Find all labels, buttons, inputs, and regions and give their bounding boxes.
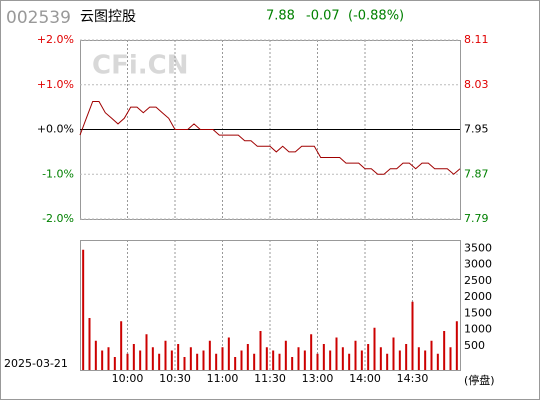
volume-bar: [208, 340, 211, 370]
volume-bar: [449, 347, 452, 370]
volume-bar: [202, 350, 205, 370]
volume-bar: [373, 327, 376, 370]
y-tick-label: 2500: [464, 274, 492, 287]
y-tick-label: 3000: [464, 258, 492, 271]
volume-bar: [88, 318, 91, 370]
volume-bar: [436, 353, 439, 370]
volume-bar: [278, 353, 281, 370]
volume-bar: [189, 347, 192, 370]
volume-bar: [341, 347, 344, 370]
y-tick-label: -1.0%: [42, 167, 74, 180]
volume-bar: [227, 337, 230, 370]
volume-bar: [411, 301, 414, 370]
volume-bar: [82, 249, 85, 370]
volume-bar: [379, 347, 382, 370]
y-tick-label: 2000: [464, 290, 492, 303]
y-tick-label: 7.79: [464, 212, 489, 225]
x-tick-label: 14:00: [349, 372, 381, 385]
volume-bar: [132, 344, 135, 370]
volume-bar: [215, 353, 218, 370]
volume-bar: [335, 337, 338, 370]
volume-bar: [284, 340, 287, 370]
y-tick-label: 1500: [464, 306, 492, 319]
y-tick-label: 8.03: [464, 78, 489, 91]
volume-bar: [386, 353, 389, 370]
change: -0.07: [306, 9, 340, 24]
change-pct: (-0.88%): [348, 9, 404, 24]
volume-bar: [430, 340, 433, 370]
y-tick-label: +2.0%: [37, 33, 74, 46]
volume-bar: [170, 350, 173, 370]
volume-bar: [259, 331, 262, 370]
volume-bar: [107, 347, 110, 370]
volume-bar: [240, 350, 243, 370]
stock-code: 002539: [6, 8, 71, 28]
stock-name: 云图控股: [80, 9, 136, 25]
watermark: CFi.CN: [92, 51, 188, 81]
y-tick-label: 8.11: [464, 33, 489, 46]
x-tick-label: 14:30: [397, 372, 429, 385]
volume-bar: [455, 321, 458, 370]
x-tick-label: 11:30: [254, 372, 286, 385]
volume-bar: [398, 350, 401, 370]
volume-bar: [151, 347, 154, 370]
volume-bar: [221, 347, 224, 370]
volume-bar: [139, 350, 142, 370]
volume-bar: [291, 357, 294, 370]
price: 7.88: [266, 9, 295, 24]
y-tick-label: 1000: [464, 323, 492, 336]
volume-bar: [297, 347, 300, 370]
date: 2025-03-21: [4, 357, 68, 370]
volume-bar: [158, 353, 161, 370]
volume-bar: [443, 331, 446, 370]
volume-bar: [272, 350, 275, 370]
volume-bar: [120, 321, 123, 370]
y-tick-label: 7.87: [464, 167, 489, 180]
volume-bar: [316, 353, 319, 370]
volume-bar: [417, 347, 420, 370]
volume-bar: [183, 357, 186, 370]
status: (停盘): [464, 373, 495, 387]
y-tick-label: 500: [464, 339, 485, 352]
y-tick-label: -2.0%: [42, 212, 74, 225]
price-line: [79, 101, 461, 175]
y-tick-label: 3500: [464, 241, 492, 254]
volume-bar: [101, 350, 104, 370]
volume-bar: [234, 357, 237, 370]
volume-bar: [145, 334, 148, 370]
volume-bar: [177, 344, 180, 370]
volume-bar: [113, 357, 116, 370]
y-tick-label: +1.0%: [37, 78, 74, 91]
volume-bar: [360, 350, 363, 370]
volume-bar: [329, 350, 332, 370]
volume-bar: [367, 344, 370, 370]
y-tick-label: +0.0%: [37, 123, 74, 136]
x-tick-label: 13:00: [302, 372, 334, 385]
volume-bar: [164, 340, 167, 370]
volume-bar: [246, 344, 249, 370]
volume-bar: [94, 340, 97, 370]
volume-bar: [303, 350, 306, 370]
volume-bar: [126, 353, 129, 370]
x-tick-label: 11:00: [207, 372, 239, 385]
y-tick-label: 7.95: [464, 123, 489, 136]
volume-bar: [310, 334, 313, 370]
volume-bar: [265, 347, 268, 370]
volume-bar: [392, 337, 395, 370]
x-tick-label: 10:30: [159, 372, 191, 385]
volume-bar: [424, 350, 427, 370]
volume-bar: [196, 353, 199, 370]
volume-bar: [253, 353, 256, 370]
x-tick-label: 10:00: [112, 372, 144, 385]
volume-bar: [348, 353, 351, 370]
volume-bar: [405, 344, 408, 370]
volume-bar: [354, 340, 357, 370]
volume-bar: [322, 344, 325, 370]
